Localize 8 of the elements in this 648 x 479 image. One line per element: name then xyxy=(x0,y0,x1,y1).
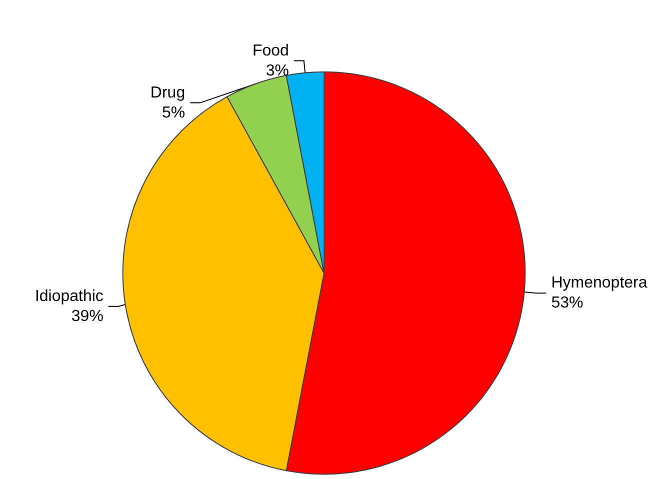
data-label: 39% xyxy=(71,308,104,325)
slice-label: Drug xyxy=(150,84,186,102)
data-label: 5% xyxy=(162,104,186,122)
data-label: 53% xyxy=(551,294,584,312)
slice-label: Food xyxy=(252,42,289,60)
data-label: 3% xyxy=(266,62,289,80)
slice-label: Hymenoptera xyxy=(551,274,648,292)
slice-label: Idiopathic xyxy=(34,288,104,305)
